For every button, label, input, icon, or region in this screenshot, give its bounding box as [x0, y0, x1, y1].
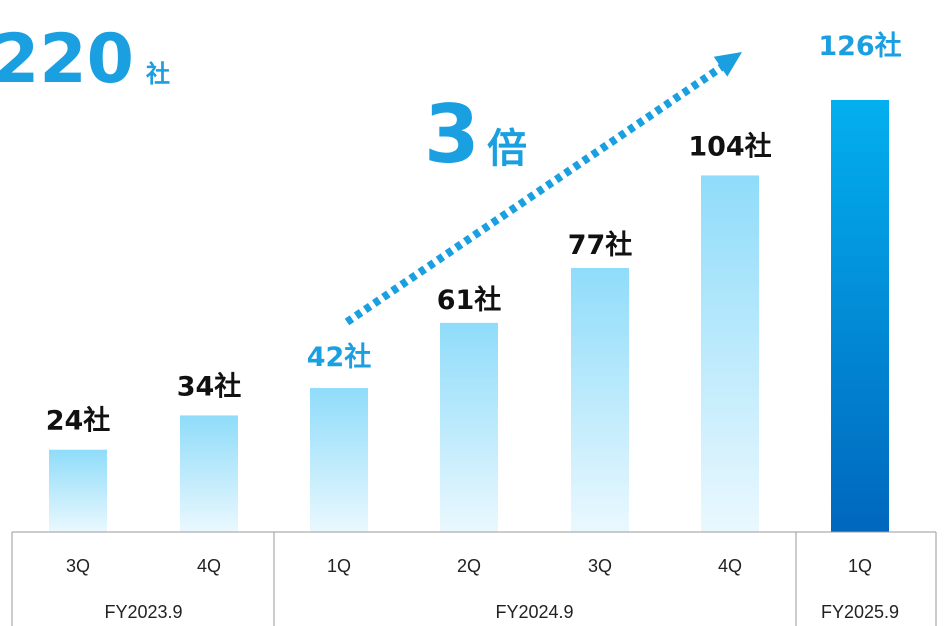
category-tick-2: 4Q: [197, 556, 221, 576]
data-label-2: 34社: [177, 370, 242, 402]
bar-4: [440, 322, 498, 532]
data-label-6: 104社: [688, 130, 771, 162]
data-label-5: 77社: [568, 229, 633, 261]
bar-7: [831, 100, 889, 532]
category-tick-6: 4Q: [718, 556, 742, 576]
bars-group: [49, 100, 889, 532]
growth-number: 3: [424, 88, 480, 181]
data-label-7: 126社: [818, 30, 901, 62]
data-label-1: 24社: [46, 405, 111, 437]
bar-1: [49, 449, 107, 532]
category-tick-3: 1Q: [327, 556, 351, 576]
group-label-1: FY2023.9: [104, 602, 182, 622]
data-label-4: 61社: [437, 284, 502, 316]
category-tick-5: 3Q: [588, 556, 612, 576]
group-label-3: FY2025.9: [821, 602, 899, 622]
growth-arrow-line: [344, 56, 735, 326]
category-tick-1: 3Q: [66, 556, 90, 576]
bar-6: [701, 175, 759, 532]
headline-number: 220: [0, 20, 134, 99]
data-labels-group: 24社 34社 42社 61社 77社 104社 126社: [46, 30, 902, 437]
growth-arrowhead: [713, 52, 742, 77]
data-label-3: 42社: [307, 341, 372, 373]
category-tick-4: 2Q: [457, 556, 481, 576]
bar-5: [571, 268, 629, 532]
category-table: 3Q 4Q 1Q 2Q 3Q 4Q 1Q FY2023.9 FY2024.9 FY2025.9: [11, 531, 937, 626]
bar-2: [180, 415, 238, 532]
growth-unit: 倍: [487, 126, 527, 172]
headline-unit-label: 社: [146, 60, 170, 88]
group-label-2: FY2024.9: [495, 602, 573, 622]
category-tick-7: 1Q: [848, 556, 872, 576]
bar-3: [310, 388, 368, 532]
